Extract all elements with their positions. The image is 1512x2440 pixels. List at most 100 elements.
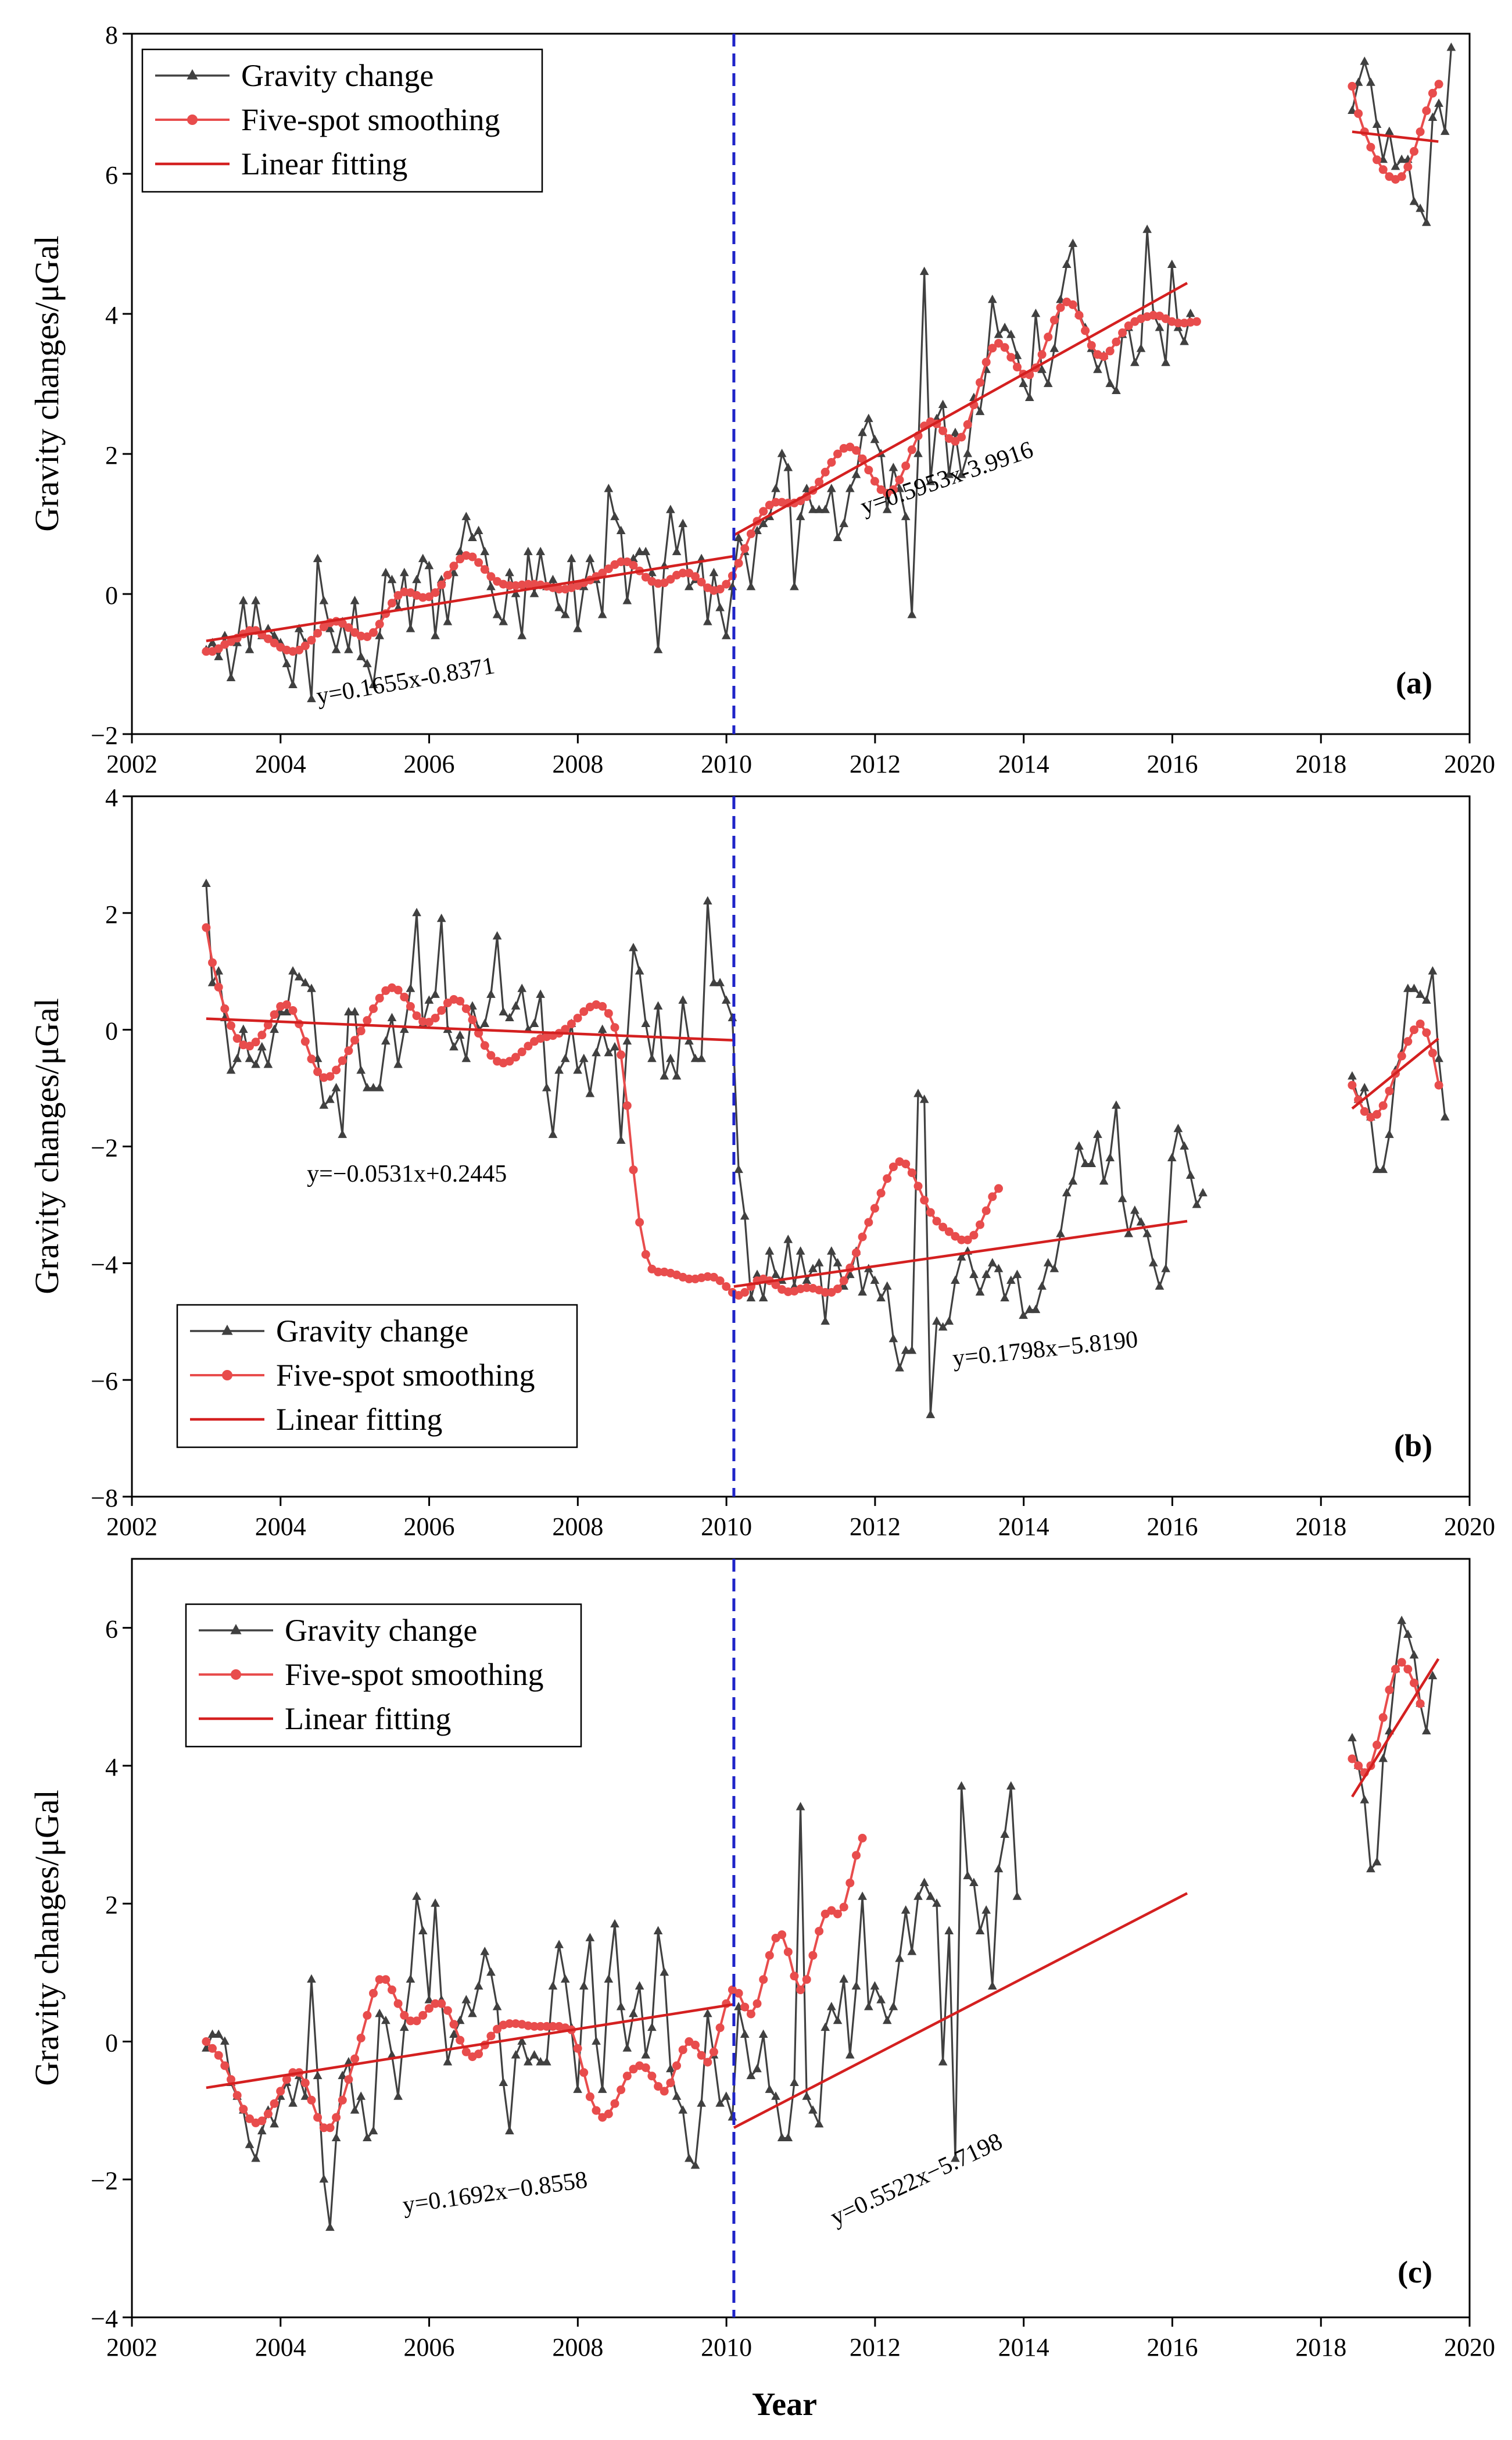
gravity-change-point [325, 624, 335, 632]
smoothing-point [641, 2063, 650, 2072]
y-tick-label: −6 [91, 1367, 118, 1396]
smoothing-point [944, 1227, 954, 1236]
smoothing-point [344, 2075, 353, 2084]
gravity-change-point [839, 518, 848, 527]
gravity-change-point [604, 1047, 614, 1057]
smoothing-point [1422, 106, 1431, 115]
smoothing-point [1378, 1101, 1388, 1110]
gravity-change-point [647, 2022, 657, 2031]
gravity-change-point [1148, 1258, 1158, 1266]
smoothing-point [641, 573, 650, 582]
gravity-change-point [753, 1269, 762, 1278]
gravity-change-point [1446, 42, 1456, 51]
smoothing-point [202, 2037, 211, 2046]
gravity-change-point [1185, 1170, 1195, 1179]
smoothing-point [1410, 1679, 1418, 1687]
gravity-change-point [833, 2015, 843, 2024]
smoothing-point [480, 1041, 489, 1050]
smoothing-point [963, 1235, 972, 1244]
legend-label: Linear fitting [285, 1701, 451, 1736]
gravity-change-point [956, 1252, 966, 1261]
smoothing-point [734, 1988, 743, 1998]
gravity-change-point [455, 1030, 465, 1039]
gravity-change-point [1180, 1141, 1189, 1150]
gravity-change-point [740, 2029, 750, 2038]
gravity-change-point [431, 1898, 440, 1907]
gravity-change-point [1421, 217, 1431, 226]
smoothing-point [845, 1879, 855, 1888]
gravity-change-point [1130, 357, 1140, 366]
gravity-change-point [839, 1974, 848, 1983]
y-tick-label: 0 [105, 2028, 118, 2057]
gravity-change-point [851, 1981, 861, 1990]
gravity-change-point [1428, 112, 1438, 121]
gravity-change-point [685, 1036, 694, 1045]
x-tick-label: 2010 [701, 2333, 752, 2362]
smoothing-point [437, 1006, 446, 1015]
smoothing-point [295, 645, 304, 654]
smoothing-point [468, 552, 477, 561]
gravity-change-point [697, 1053, 706, 1062]
gravity-change-point [858, 427, 867, 437]
smoothing-point [257, 2116, 267, 2126]
smoothing-point [295, 1019, 304, 1029]
gravity-change-point [994, 1264, 1004, 1272]
gravity-change-point [554, 603, 564, 611]
gravity-change-point [678, 995, 688, 1004]
x-tick-label: 2008 [552, 1512, 603, 1541]
smoothing-point [227, 2075, 235, 2084]
legend-marker-triangle [230, 1624, 242, 1634]
gravity-change-point [647, 567, 657, 577]
smoothing-point [232, 1034, 242, 1043]
gravity-change-point [622, 2043, 632, 2052]
gravity-change-point [919, 1094, 929, 1103]
gravity-change-point [554, 1065, 564, 1074]
gravity-change-point [492, 931, 502, 940]
smoothing-point [1403, 162, 1413, 171]
gravity-change-point [895, 1954, 904, 1962]
smoothing-point [802, 1975, 811, 1984]
gravity-change-point [926, 1891, 936, 1900]
smoothing-point [332, 1065, 341, 1075]
plot-frame [131, 1558, 1471, 2319]
gravity-change-point [257, 1042, 267, 1051]
x-tick-label: 2018 [1295, 2333, 1346, 2362]
smoothing-point [981, 1206, 991, 1215]
x-tick-label: 2004 [255, 750, 306, 778]
smoothing-point [635, 1218, 644, 1227]
smoothing-point [839, 1276, 848, 1285]
x-tick-label: 2018 [1295, 1512, 1346, 1541]
gravity-change-point [548, 1981, 558, 1990]
smoothing-point [1434, 80, 1443, 89]
smoothing-point [821, 467, 830, 477]
gravity-change-point [294, 624, 304, 632]
gravity-change-point [499, 2077, 508, 2087]
gravity-change-point [313, 553, 323, 563]
gravity-change-point [325, 1094, 335, 1103]
smoothing-point [783, 1947, 793, 1956]
smoothing-point [1124, 321, 1133, 330]
smoothing-point [208, 2044, 217, 2053]
smoothing-point [994, 339, 1003, 348]
gravity-change-point [431, 631, 440, 639]
x-tick-label: 2002 [106, 1512, 157, 1541]
smoothing-point [468, 1015, 477, 1025]
smoothing-point [988, 1192, 997, 1201]
smoothing-point [325, 2123, 335, 2133]
gravity-change-point [1049, 344, 1059, 352]
gravity-change-point [765, 1246, 775, 1255]
gravity-change-point [406, 983, 415, 992]
legend-label: Gravity change [276, 1314, 468, 1348]
gravity-change-point [672, 546, 682, 556]
smoothing-point [1087, 341, 1096, 350]
smoothing-point [796, 1985, 805, 1994]
gravity-change-point [474, 525, 483, 534]
fit-equation: y=0.5522x−5.7198 [826, 2128, 1006, 2231]
gravity-change-point [994, 330, 1004, 338]
smoothing-point [412, 2016, 421, 2026]
smoothing-point [926, 1208, 935, 1217]
gravity-change-point [474, 1981, 483, 1990]
gravity-change-point [350, 2105, 360, 2114]
smoothing-point [963, 420, 972, 429]
y-ticks: −2 0 2 4 6 8 [91, 21, 132, 750]
